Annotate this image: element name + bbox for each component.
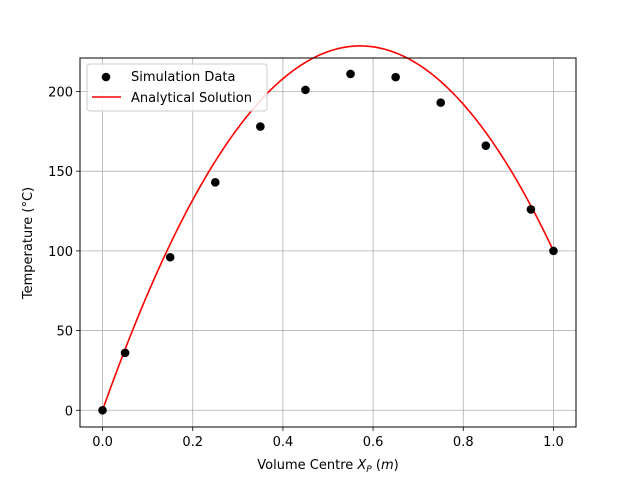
legend-box xyxy=(86,63,268,112)
x-axis-label-unit: m xyxy=(381,458,394,473)
simulation-data-point xyxy=(391,72,400,82)
x-tick-label: 0.6 xyxy=(363,435,384,450)
y-tick-label: 200 xyxy=(48,85,73,100)
analytical-line-layer xyxy=(101,45,555,411)
x-tick-label: 0.8 xyxy=(453,435,474,450)
y-tick-label: 0 xyxy=(65,404,73,419)
y-tick-label: 50 xyxy=(56,325,73,340)
simulation-data-point xyxy=(210,178,220,187)
legend: Simulation Data Analytical Solution xyxy=(86,63,268,112)
x-axis-label-unit-close: ) xyxy=(394,458,399,473)
x-axis-label-unit-open: ( xyxy=(372,458,381,473)
legend-marker-simulation-data xyxy=(101,72,111,82)
simulation-data-point xyxy=(98,405,107,415)
x-tick-label: 0.0 xyxy=(92,435,113,450)
simulation-data-point xyxy=(301,85,310,95)
y-axis-ticks: 0 50 100 150 200 xyxy=(48,85,80,419)
y-tick-label: 150 xyxy=(48,165,73,180)
y-axis-label: Temperature (°C) xyxy=(21,187,36,300)
x-axis-label-variable: X xyxy=(356,458,367,473)
analytical-solution-line xyxy=(101,45,555,411)
x-axis-label: Volume Centre XP (m) xyxy=(257,458,398,475)
x-tick-label: 0.4 xyxy=(273,435,294,450)
simulation-data-point xyxy=(481,141,491,150)
simulation-data-point xyxy=(526,205,536,214)
x-axis-label-subscript: P xyxy=(366,465,372,475)
x-axis-ticks: 0.0 0.2 0.4 0.6 0.8 1.0 xyxy=(92,427,564,450)
simulation-data-point xyxy=(346,69,355,79)
x-tick-label: 0.2 xyxy=(182,435,203,450)
legend-label-analytical-solution: Analytical Solution xyxy=(131,91,252,106)
x-axis-label-text: Volume Centre xyxy=(257,458,357,473)
simulation-data-point xyxy=(436,98,446,107)
scatter-points xyxy=(98,69,558,415)
legend-label-simulation-data: Simulation Data xyxy=(131,70,235,85)
simulation-data-point xyxy=(549,246,558,256)
y-tick-label: 100 xyxy=(48,245,73,260)
x-tick-label: 1.0 xyxy=(543,435,564,450)
simulation-data-point xyxy=(256,122,265,131)
simulation-data-point xyxy=(165,252,175,262)
grid xyxy=(80,58,576,427)
simulation-data-point xyxy=(120,348,130,358)
plot-area-frame xyxy=(79,57,577,428)
